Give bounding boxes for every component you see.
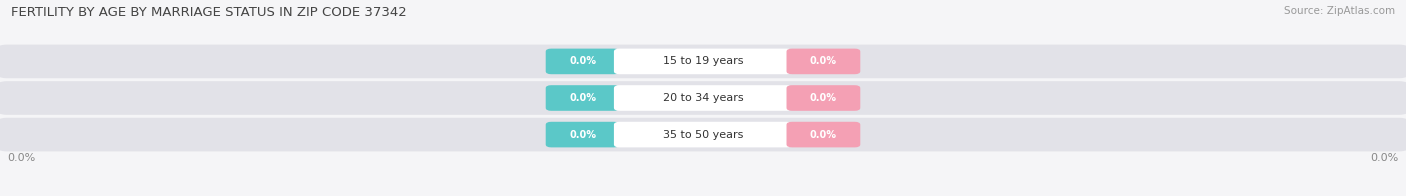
FancyBboxPatch shape <box>0 81 1406 115</box>
Text: 0.0%: 0.0% <box>7 153 35 163</box>
FancyBboxPatch shape <box>546 49 620 74</box>
FancyBboxPatch shape <box>786 122 860 147</box>
Text: 0.0%: 0.0% <box>810 130 837 140</box>
FancyBboxPatch shape <box>546 122 620 147</box>
Text: 0.0%: 0.0% <box>810 93 837 103</box>
FancyBboxPatch shape <box>0 118 1406 152</box>
Text: 0.0%: 0.0% <box>810 56 837 66</box>
Text: Source: ZipAtlas.com: Source: ZipAtlas.com <box>1284 6 1395 16</box>
Text: 0.0%: 0.0% <box>569 93 596 103</box>
FancyBboxPatch shape <box>786 49 860 74</box>
Text: 15 to 19 years: 15 to 19 years <box>662 56 744 66</box>
Text: FERTILITY BY AGE BY MARRIAGE STATUS IN ZIP CODE 37342: FERTILITY BY AGE BY MARRIAGE STATUS IN Z… <box>11 6 406 19</box>
Text: 35 to 50 years: 35 to 50 years <box>662 130 744 140</box>
FancyBboxPatch shape <box>614 49 792 74</box>
Text: 0.0%: 0.0% <box>1371 153 1399 163</box>
FancyBboxPatch shape <box>0 44 1406 78</box>
FancyBboxPatch shape <box>614 122 792 147</box>
Text: 0.0%: 0.0% <box>569 130 596 140</box>
FancyBboxPatch shape <box>614 85 792 111</box>
FancyBboxPatch shape <box>786 85 860 111</box>
FancyBboxPatch shape <box>546 85 620 111</box>
Text: 0.0%: 0.0% <box>569 56 596 66</box>
Text: 20 to 34 years: 20 to 34 years <box>662 93 744 103</box>
